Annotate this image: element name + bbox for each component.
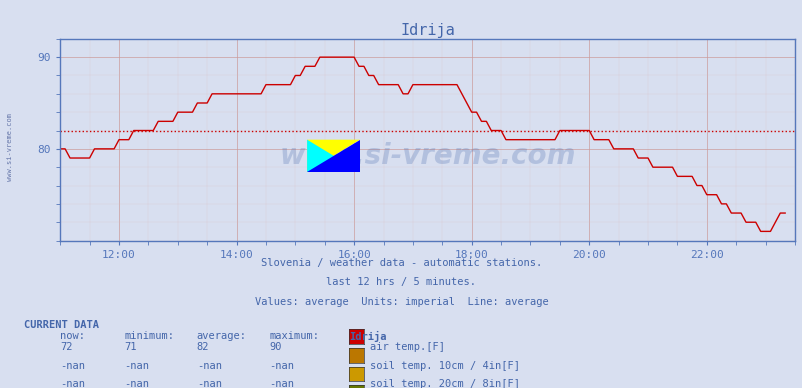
Text: soil temp. 20cm / 8in[F]: soil temp. 20cm / 8in[F] — [370, 379, 520, 388]
Text: maximum:: maximum: — [269, 331, 318, 341]
Text: www.si-vreme.com: www.si-vreme.com — [279, 142, 575, 170]
Text: -nan: -nan — [60, 379, 85, 388]
Text: air temp.[F]: air temp.[F] — [370, 342, 444, 352]
Text: -nan: -nan — [196, 379, 221, 388]
Text: minimum:: minimum: — [124, 331, 174, 341]
Text: Values: average  Units: imperial  Line: average: Values: average Units: imperial Line: av… — [254, 297, 548, 307]
Text: 90: 90 — [269, 342, 282, 352]
Text: 72: 72 — [60, 342, 73, 352]
Text: -nan: -nan — [196, 361, 221, 371]
Text: www.si-vreme.com: www.si-vreme.com — [7, 113, 14, 182]
Text: 71: 71 — [124, 342, 137, 352]
Title: Idrija: Idrija — [399, 23, 455, 38]
Text: now:: now: — [60, 331, 85, 341]
Text: -nan: -nan — [269, 361, 294, 371]
Text: -nan: -nan — [124, 379, 149, 388]
Text: -nan: -nan — [269, 379, 294, 388]
Text: Idrija: Idrija — [349, 331, 387, 341]
Text: soil temp. 10cm / 4in[F]: soil temp. 10cm / 4in[F] — [370, 361, 520, 371]
Text: Slovenia / weather data - automatic stations.: Slovenia / weather data - automatic stat… — [261, 258, 541, 268]
Text: -nan: -nan — [124, 361, 149, 371]
Polygon shape — [306, 140, 359, 172]
Text: average:: average: — [196, 331, 246, 341]
Text: 82: 82 — [196, 342, 209, 352]
Polygon shape — [306, 140, 359, 172]
Text: CURRENT DATA: CURRENT DATA — [24, 320, 99, 330]
Polygon shape — [306, 140, 359, 172]
Text: -nan: -nan — [60, 361, 85, 371]
Text: last 12 hrs / 5 minutes.: last 12 hrs / 5 minutes. — [326, 277, 476, 288]
